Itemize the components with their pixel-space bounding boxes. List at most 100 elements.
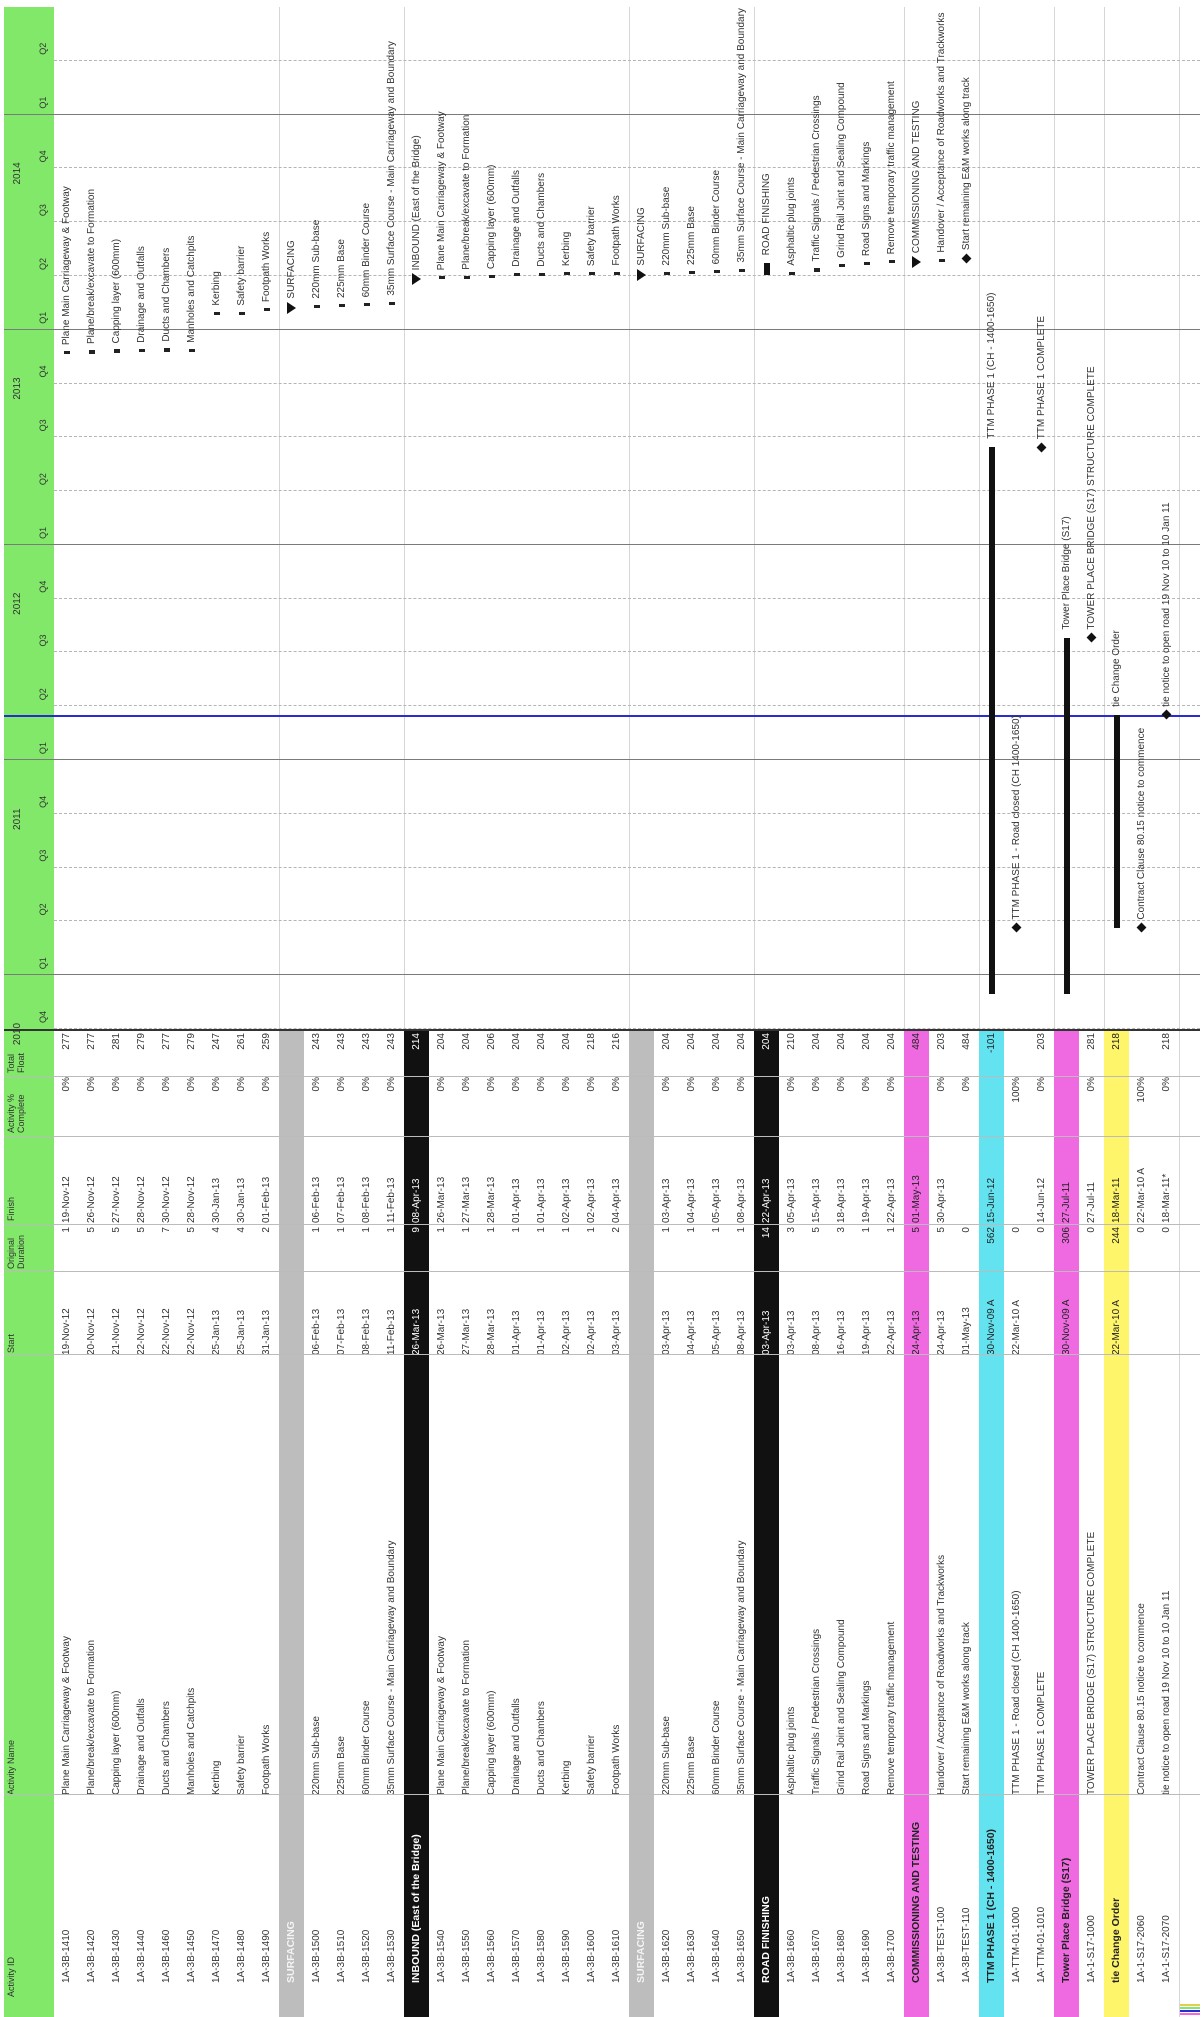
activity-bar[interactable] [338, 304, 345, 307]
start-cell: 11-Feb-13 [386, 1309, 397, 1355]
activity-bar[interactable] [738, 268, 745, 272]
summary-bar[interactable] [763, 263, 770, 275]
start-cell: 20-Nov-12 [86, 1308, 97, 1355]
start-cell: 04-Apr-13 [686, 1310, 697, 1355]
activity-bar[interactable] [188, 348, 195, 353]
activity-bar[interactable] [263, 308, 270, 312]
year-divider [4, 113, 1200, 115]
activity-bar[interactable] [588, 272, 595, 276]
total-float-cell: 281 [111, 1033, 122, 1050]
summary-bar[interactable] [1063, 637, 1070, 994]
quarter-gridline [54, 221, 1200, 223]
activity-bar[interactable] [838, 263, 845, 267]
activity-id-cell: 1A-3B-1420 [86, 1929, 97, 1983]
activity-bar[interactable] [238, 311, 245, 315]
header-start[interactable]: Start [6, 1333, 16, 1353]
activity-bar[interactable] [88, 350, 95, 354]
bar-label: 225mm Base [335, 239, 347, 298]
group-header-row[interactable]: Tower Place Bridge (S17) 30-Nov-09 A 306 27… [1054, 1031, 1080, 2017]
total-float-cell: 279 [186, 1033, 197, 1050]
activity-bar[interactable] [213, 311, 220, 315]
year-divider [4, 543, 1200, 545]
activity-bar[interactable] [563, 272, 570, 276]
header-activity-id[interactable]: Activity ID [6, 1956, 16, 1997]
activity-bar[interactable] [438, 276, 445, 280]
activity-bar[interactable] [513, 272, 520, 276]
activity-bar[interactable] [113, 349, 120, 353]
duration-cell: 1 [311, 1227, 322, 1233]
header-duration[interactable]: Original Duration [6, 1234, 26, 1269]
year-label: 2013 [12, 377, 23, 400]
header-total-float[interactable]: Total Float [6, 1052, 26, 1073]
finish-cell: 27-Nov-12 [111, 1176, 122, 1223]
activity-bar[interactable] [713, 270, 720, 274]
total-float-cell [1004, 1033, 1029, 1077]
finish-cell: 27-Mar-13 [461, 1176, 472, 1223]
activity-bar[interactable] [63, 351, 70, 355]
activity-bar[interactable] [888, 260, 895, 264]
duration-cell: 2 [261, 1227, 272, 1233]
activity-bar[interactable] [663, 271, 670, 275]
activity-bar[interactable] [163, 347, 170, 353]
summary-marker[interactable] [636, 268, 646, 281]
total-float-cell: 259 [261, 1033, 272, 1050]
start-cell: 26-Mar-13 [436, 1308, 447, 1355]
activity-bar[interactable] [688, 271, 695, 274]
group-header-row[interactable]: INBOUND (East of the Bridge) 26-Mar-13 9 08… [404, 1031, 430, 2017]
milestone-diamond[interactable] [1136, 922, 1147, 933]
activity-name-cell: Remove temporary traffic management [886, 1621, 897, 1795]
milestone-diamond[interactable] [961, 253, 972, 264]
group-header-row[interactable]: SURFACING [629, 1031, 655, 2017]
activity-id-cell: 1A-3B-1570 [511, 1929, 522, 1983]
duration-cell: 5 [86, 1227, 97, 1233]
activity-bar[interactable] [363, 303, 370, 307]
bar-label: 60mm Binder Course [710, 169, 722, 265]
header-pct-complete[interactable]: Activity % Complete [6, 1093, 26, 1133]
bar-label: Kerbing [560, 231, 572, 267]
activity-bar[interactable] [488, 275, 495, 279]
activity-name-cell: 60mm Binder Course [711, 1700, 722, 1795]
finish-cell: 01-May-13 [911, 1175, 922, 1223]
group-header-row[interactable]: COMMISSIONING AND TESTING 24-Apr-13 5 01-Ma… [904, 1031, 930, 2017]
activity-bar[interactable] [138, 348, 145, 353]
milestone-diamond[interactable] [1086, 632, 1097, 643]
summary-bar[interactable] [988, 446, 995, 994]
summary-marker[interactable] [411, 273, 421, 286]
activity-name-cell: 220mm Sub-base [661, 1716, 672, 1795]
header-activity-name[interactable]: Activity Name [6, 1739, 16, 1795]
summary-bar[interactable] [1113, 714, 1120, 928]
milestone-diamond[interactable] [1011, 922, 1022, 933]
total-float-cell: 204 [661, 1033, 672, 1050]
total-float-cell: 218 [1161, 1033, 1172, 1050]
group-header-row[interactable]: ROAD FINISHING 03-Apr-13 14 22-Apr-13 204 [754, 1031, 780, 2017]
pct-complete-cell [279, 1077, 304, 1137]
milestone-diamond[interactable] [1036, 442, 1047, 453]
activity-bar[interactable] [463, 275, 470, 279]
finish-cell: 08-Apr-13 [411, 1178, 422, 1223]
activity-bar[interactable] [613, 271, 620, 275]
start-cell: 01-Apr-13 [536, 1310, 547, 1355]
milestone-diamond[interactable] [1161, 709, 1172, 720]
activity-bar[interactable] [813, 267, 820, 272]
finish-cell [954, 1137, 979, 1223]
activity-bar[interactable] [538, 272, 545, 276]
activity-bar[interactable] [863, 262, 870, 266]
quarter-label: Q2 [38, 688, 48, 701]
activity-name-cell: 225mm Base [336, 1736, 347, 1795]
activity-name-cell: Road Signs and Markings [861, 1680, 872, 1795]
activity-bar[interactable] [313, 304, 320, 308]
group-header-row[interactable]: tie Change Order 22-Mar-10 A 244 18-Mar-11 2… [1104, 1031, 1130, 2017]
activity-bar[interactable] [388, 301, 395, 305]
summary-marker[interactable] [286, 301, 296, 314]
activity-bar[interactable] [938, 258, 945, 263]
pct-complete-cell: 0% [111, 1077, 122, 1092]
total-float-cell: 204 [711, 1033, 722, 1050]
pct-complete-cell: 0% [511, 1077, 522, 1092]
group-header-row[interactable]: SURFACING [279, 1031, 305, 2017]
summary-marker[interactable] [911, 256, 921, 269]
activity-bar[interactable] [788, 271, 795, 275]
pct-complete-cell [979, 1077, 1004, 1137]
header-finish[interactable]: Finish [6, 1196, 16, 1221]
